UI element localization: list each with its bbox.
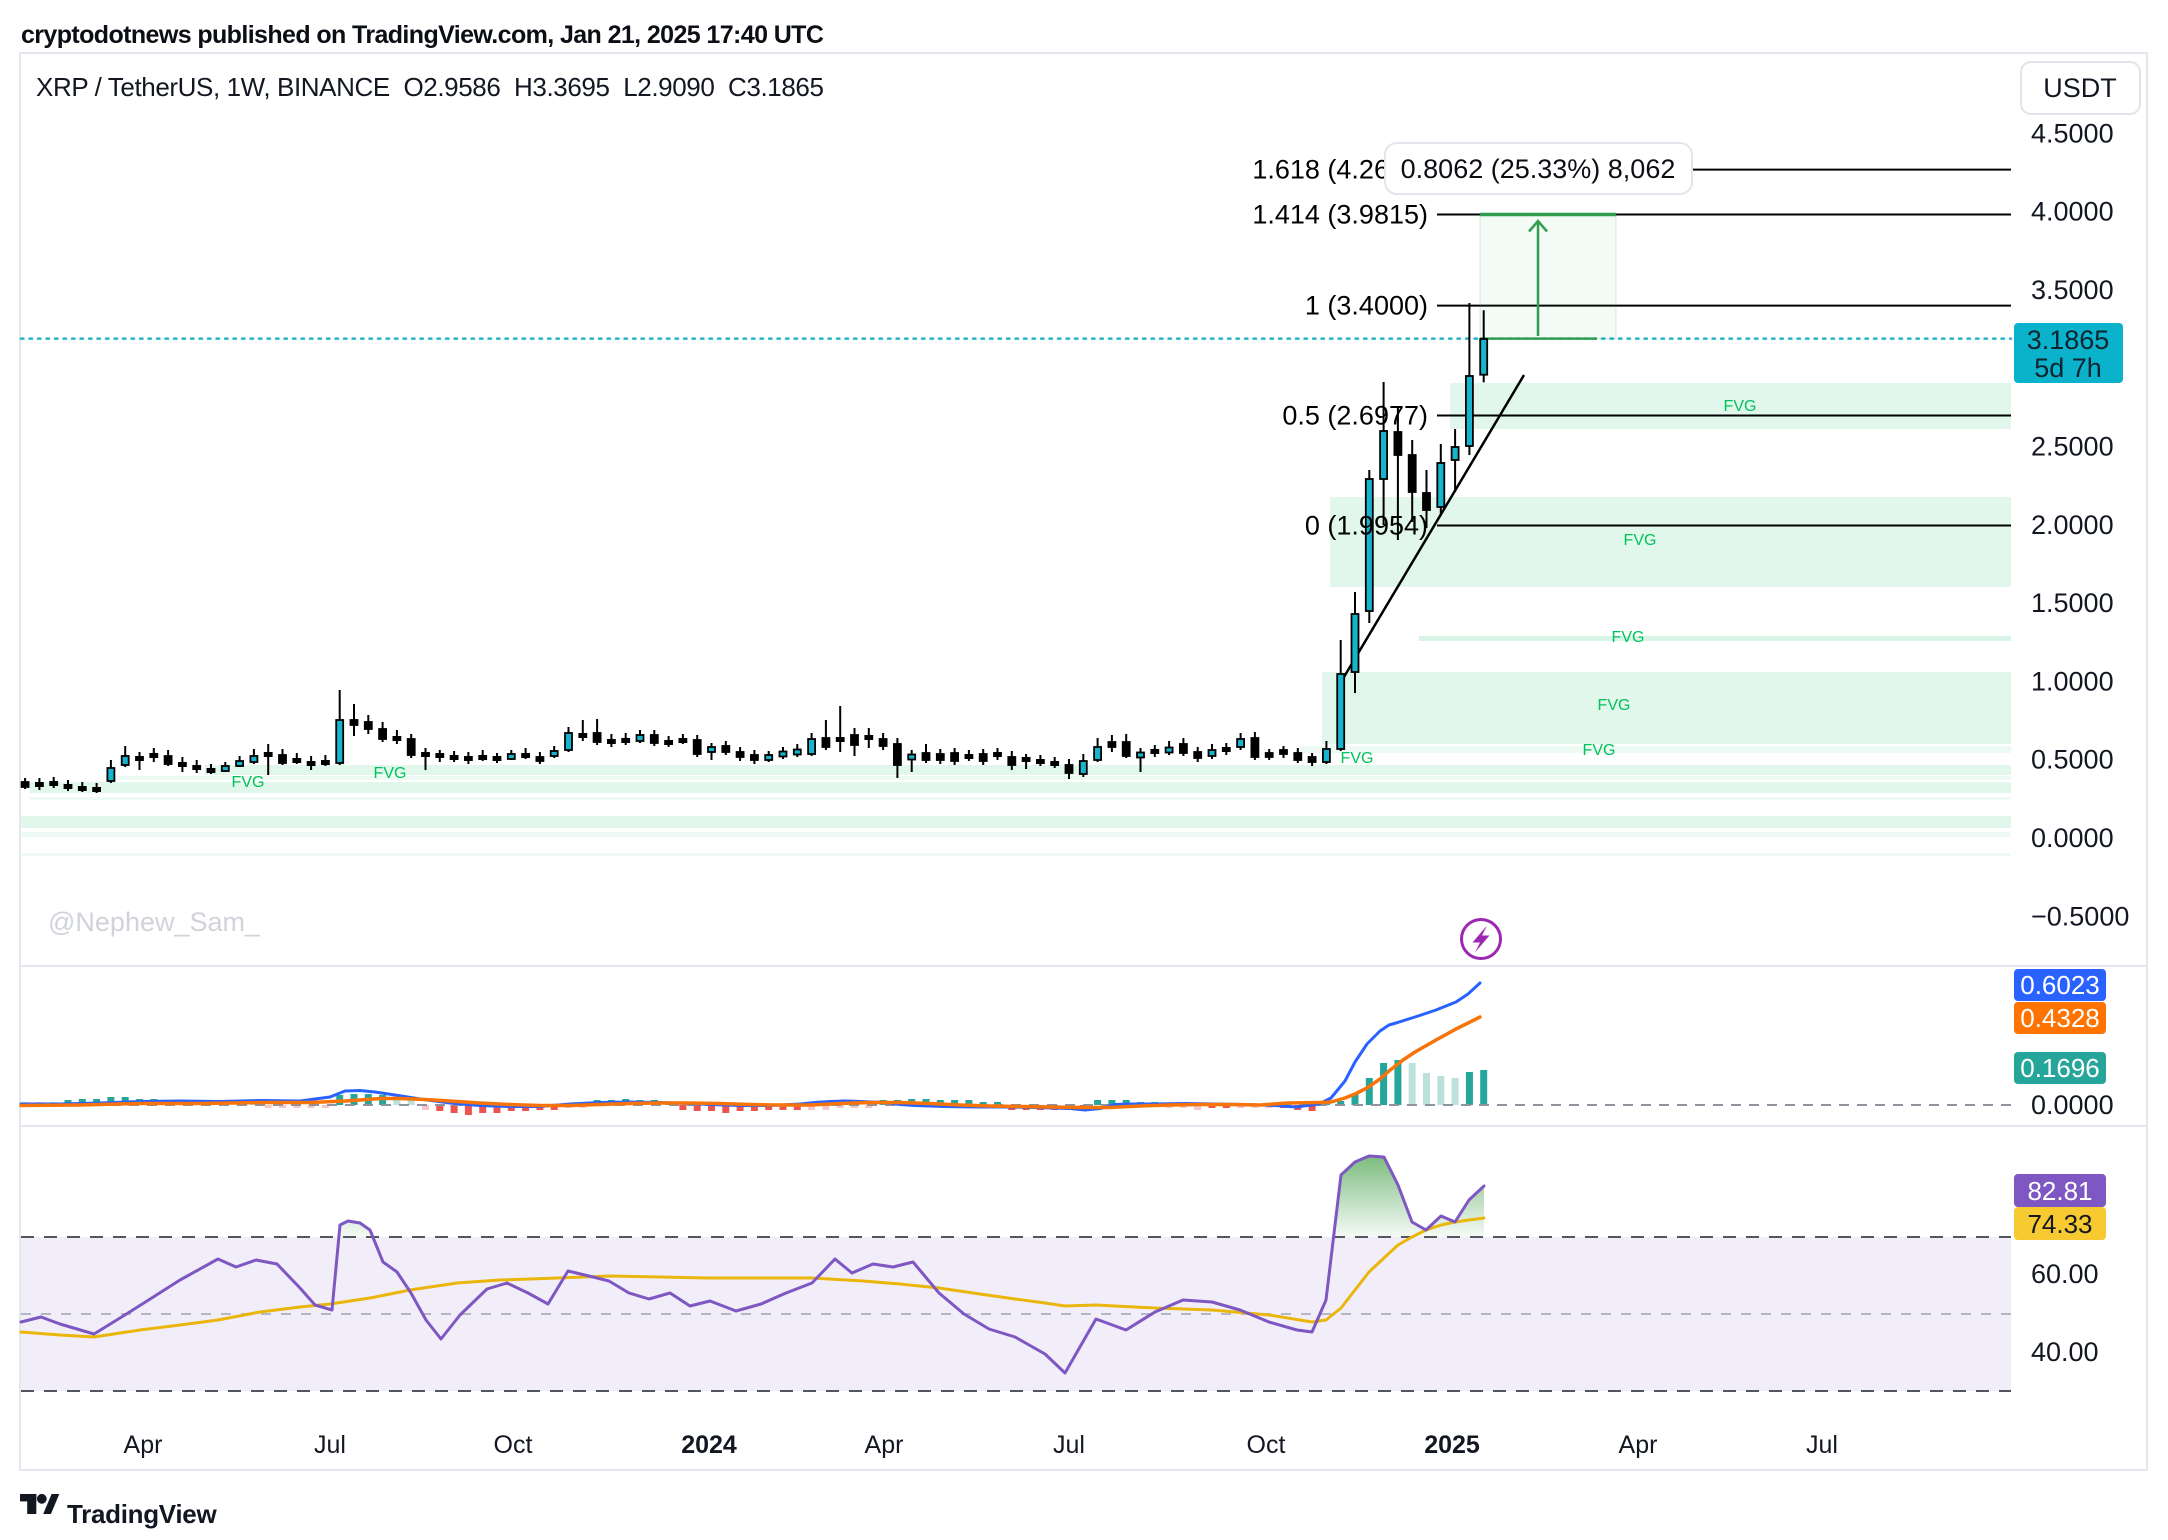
svg-text:0.1696: 0.1696 [2020, 1053, 2100, 1083]
svg-text:60.00: 60.00 [2031, 1259, 2099, 1289]
svg-text:Jul: Jul [1053, 1431, 1085, 1459]
svg-text:0.0000: 0.0000 [2031, 1090, 2114, 1120]
svg-text:82.81: 82.81 [2027, 1176, 2092, 1206]
svg-text:4.0000: 4.0000 [2031, 197, 2114, 227]
svg-text:0.5000: 0.5000 [2031, 745, 2114, 775]
svg-text:FVG: FVG [1612, 629, 1645, 646]
svg-text:USDT: USDT [2043, 73, 2117, 103]
svg-text:74.33: 74.33 [2027, 1209, 2092, 1239]
svg-text:FVG: FVG [1583, 742, 1616, 759]
svg-text:0.4328: 0.4328 [2020, 1003, 2100, 1033]
svg-text:FVG: FVG [1341, 750, 1374, 767]
svg-text:Apr: Apr [1619, 1431, 1658, 1459]
svg-text:3.5000: 3.5000 [2031, 275, 2114, 305]
svg-text:3.1865: 3.1865 [2027, 325, 2110, 355]
svg-text:Apr: Apr [124, 1431, 163, 1459]
svg-text:1.0000: 1.0000 [2031, 666, 2114, 696]
svg-text:1.5000: 1.5000 [2031, 588, 2114, 618]
svg-text:FVG: FVG [1724, 398, 1757, 415]
svg-text:cryptodotnews published on Tra: cryptodotnews published on TradingView.c… [21, 21, 824, 49]
svg-text:TradingView: TradingView [67, 1499, 217, 1529]
svg-text:FVG: FVG [374, 765, 407, 782]
svg-text:5d 7h: 5d 7h [2034, 353, 2102, 383]
svg-text:40.00: 40.00 [2031, 1337, 2099, 1367]
svg-text:0.5 (2.6977): 0.5 (2.6977) [1282, 401, 1428, 431]
svg-text:4.5000: 4.5000 [2031, 118, 2114, 148]
svg-text:0.6023: 0.6023 [2020, 970, 2100, 1000]
svg-text:−0.5000: −0.5000 [2031, 901, 2129, 931]
svg-text:Jul: Jul [1806, 1431, 1838, 1459]
svg-text:Oct: Oct [494, 1431, 533, 1459]
svg-text:1.414 (3.9815): 1.414 (3.9815) [1252, 200, 1428, 230]
svg-text:2024: 2024 [681, 1431, 737, 1459]
svg-text:@Nephew_Sam_: @Nephew_Sam_ [48, 907, 261, 937]
svg-text:FVG: FVG [1598, 697, 1631, 714]
svg-text:0.8062 (25.33%) 8,062: 0.8062 (25.33%) 8,062 [1401, 154, 1676, 184]
svg-text:Oct: Oct [1247, 1431, 1286, 1459]
svg-text:1 (3.4000): 1 (3.4000) [1305, 291, 1428, 321]
svg-text:0.0000: 0.0000 [2031, 823, 2114, 853]
svg-text:Apr: Apr [865, 1431, 904, 1459]
svg-text:Jul: Jul [314, 1431, 346, 1459]
svg-text:0 (1.9954): 0 (1.9954) [1305, 511, 1428, 541]
svg-text:FVG: FVG [1624, 532, 1657, 549]
svg-text:FVG: FVG [232, 774, 265, 791]
svg-text:2.5000: 2.5000 [2031, 432, 2114, 462]
svg-text:2025: 2025 [1424, 1431, 1480, 1459]
svg-text:XRP / TetherUS, 1W, BINANCE O: XRP / TetherUS, 1W, BINANCE O2.9586 H3.3… [36, 72, 824, 102]
svg-text:2.0000: 2.0000 [2031, 510, 2114, 540]
